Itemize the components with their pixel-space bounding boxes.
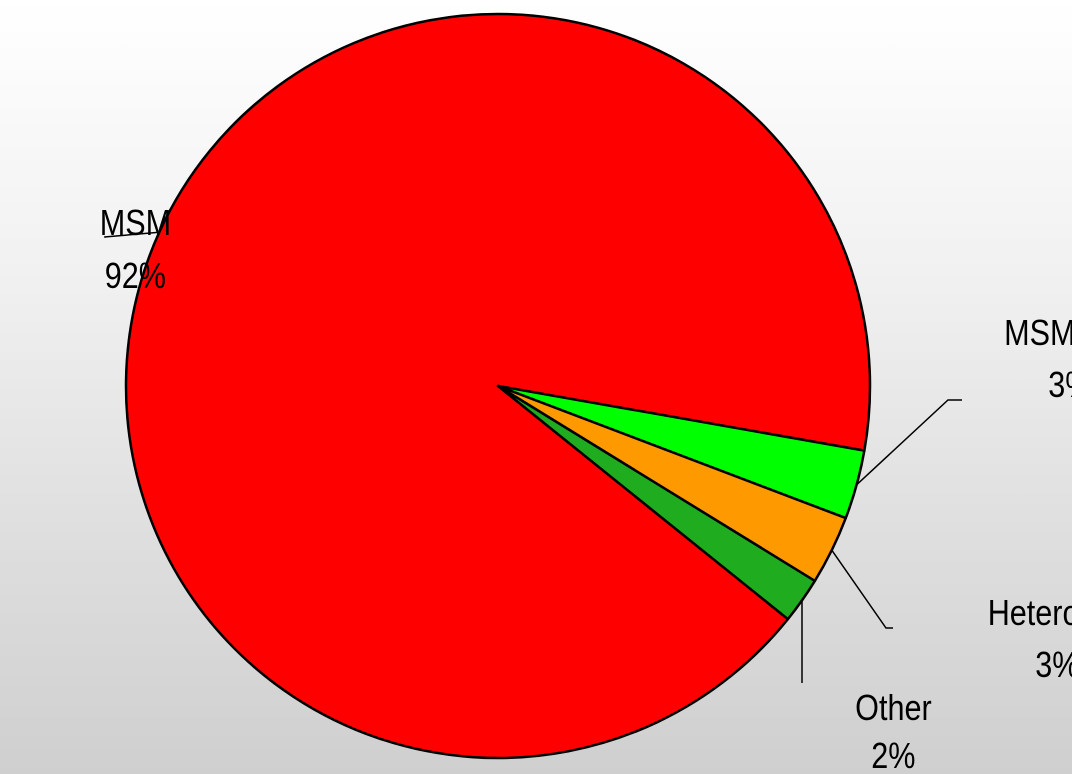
- label-heterosex-name: Heterosex: [988, 594, 1072, 634]
- label-heterosex-value: 3%: [1035, 646, 1072, 686]
- label-msm-idu-value: 3%: [1048, 366, 1072, 406]
- leader-lines: [104, 231, 962, 683]
- label-msm-name: MSM: [100, 204, 171, 244]
- pie-slices: [124, 12, 872, 760]
- label-other-value: 2%: [871, 737, 915, 774]
- leader-line-msm: [104, 231, 160, 238]
- leader-line-msm-idu: [856, 399, 962, 486]
- slice-labels: MSM 92% MSM/IDU 3% Heterosex 3% Other 2%: [100, 204, 1072, 774]
- label-other-name: Other: [855, 689, 931, 729]
- label-msm-idu-name: MSM/IDU: [1004, 314, 1072, 354]
- leader-line-heterosex: [831, 549, 893, 629]
- label-msm-value: 92%: [105, 257, 166, 297]
